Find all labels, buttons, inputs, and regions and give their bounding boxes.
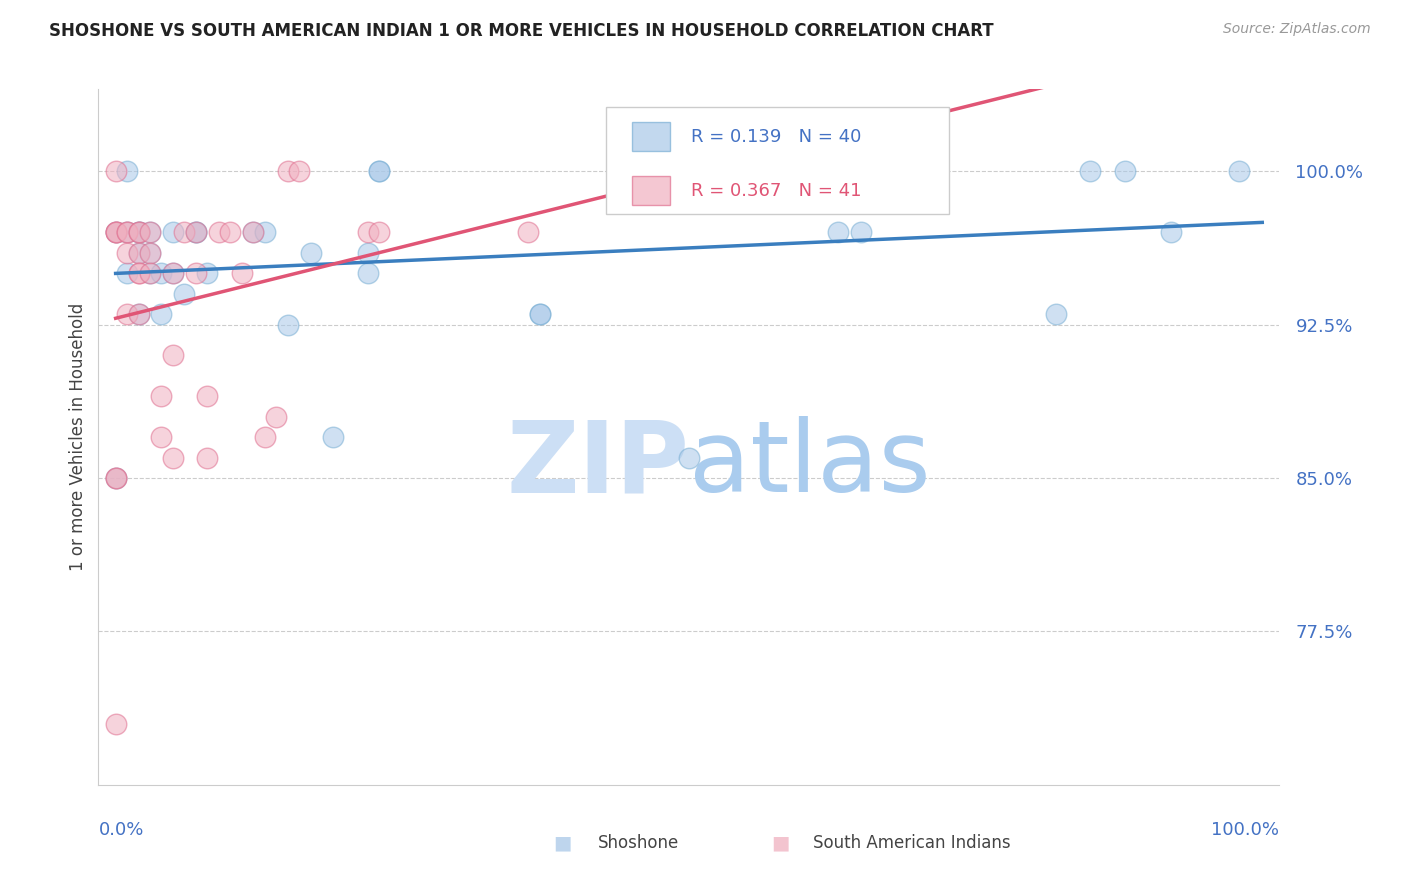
Point (150, 266, 173, 280)
Point (529, 307, 551, 321)
FancyBboxPatch shape (633, 176, 671, 205)
Point (115, 226, 138, 240)
Point (357, 226, 380, 240)
Point (195, 266, 218, 280)
Text: R = 0.367   N = 41: R = 0.367 N = 41 (692, 182, 862, 200)
Point (242, 226, 264, 240)
Point (128, 246, 150, 260)
Point (128, 246, 150, 260)
Point (128, 266, 150, 280)
Point (128, 307, 150, 321)
Point (104, 471, 127, 485)
Point (104, 716, 127, 731)
Text: South American Indians: South American Indians (813, 834, 1011, 852)
Text: ■: ■ (553, 833, 572, 853)
Point (115, 246, 138, 260)
Point (277, 164, 299, 178)
Point (208, 226, 231, 240)
Point (184, 266, 207, 280)
Point (128, 226, 150, 240)
Point (1227, 164, 1250, 178)
Point (104, 226, 127, 240)
Point (195, 389, 218, 403)
Point (1045, 307, 1067, 321)
FancyBboxPatch shape (633, 122, 671, 152)
Point (115, 226, 138, 240)
Point (139, 266, 162, 280)
Point (162, 266, 184, 280)
Point (368, 226, 391, 240)
Point (1078, 164, 1101, 178)
Point (242, 226, 264, 240)
Point (264, 409, 287, 424)
Point (150, 430, 173, 444)
Text: 100.0%: 100.0% (1212, 821, 1279, 838)
Text: atlas: atlas (689, 417, 931, 514)
Point (184, 226, 207, 240)
Point (104, 226, 127, 240)
Point (253, 226, 276, 240)
Point (288, 164, 311, 178)
Point (139, 246, 162, 260)
Point (150, 307, 173, 321)
Point (253, 430, 276, 444)
Point (115, 164, 138, 178)
Point (115, 226, 138, 240)
Point (173, 226, 195, 240)
Point (195, 450, 218, 465)
Text: ■: ■ (770, 833, 790, 853)
Point (849, 226, 872, 240)
Point (678, 450, 700, 465)
Point (128, 226, 150, 240)
Point (162, 348, 184, 362)
Point (173, 286, 195, 301)
Point (219, 226, 242, 240)
Point (517, 226, 540, 240)
Point (128, 226, 150, 240)
Point (1160, 226, 1182, 240)
Point (139, 226, 162, 240)
Point (368, 164, 391, 178)
Point (104, 164, 127, 178)
Point (115, 266, 138, 280)
Text: 0.0%: 0.0% (98, 821, 143, 838)
Point (299, 246, 322, 260)
Point (162, 226, 184, 240)
Point (139, 266, 162, 280)
Point (139, 226, 162, 240)
Text: R = 0.139   N = 40: R = 0.139 N = 40 (692, 128, 862, 145)
Point (277, 318, 299, 332)
Point (139, 246, 162, 260)
Point (529, 307, 551, 321)
Point (184, 226, 207, 240)
Text: ZIP: ZIP (506, 417, 689, 514)
Point (104, 471, 127, 485)
Point (231, 266, 253, 280)
Point (357, 246, 380, 260)
Point (104, 471, 127, 485)
Text: Source: ZipAtlas.com: Source: ZipAtlas.com (1223, 22, 1371, 37)
FancyBboxPatch shape (606, 106, 949, 214)
Point (1114, 164, 1136, 178)
Point (128, 226, 150, 240)
Point (128, 266, 150, 280)
Point (128, 307, 150, 321)
Point (184, 226, 207, 240)
Point (162, 450, 184, 465)
Point (368, 164, 391, 178)
Point (104, 226, 127, 240)
Point (162, 266, 184, 280)
Point (827, 226, 849, 240)
Text: SHOSHONE VS SOUTH AMERICAN INDIAN 1 OR MORE VEHICLES IN HOUSEHOLD CORRELATION CH: SHOSHONE VS SOUTH AMERICAN INDIAN 1 OR M… (49, 22, 994, 40)
Y-axis label: 1 or more Vehicles in Household: 1 or more Vehicles in Household (69, 303, 87, 571)
Point (150, 389, 173, 403)
Point (758, 164, 780, 178)
Point (357, 266, 380, 280)
Text: Shoshone: Shoshone (598, 834, 679, 852)
Point (104, 226, 127, 240)
Point (115, 307, 138, 321)
Point (322, 430, 344, 444)
